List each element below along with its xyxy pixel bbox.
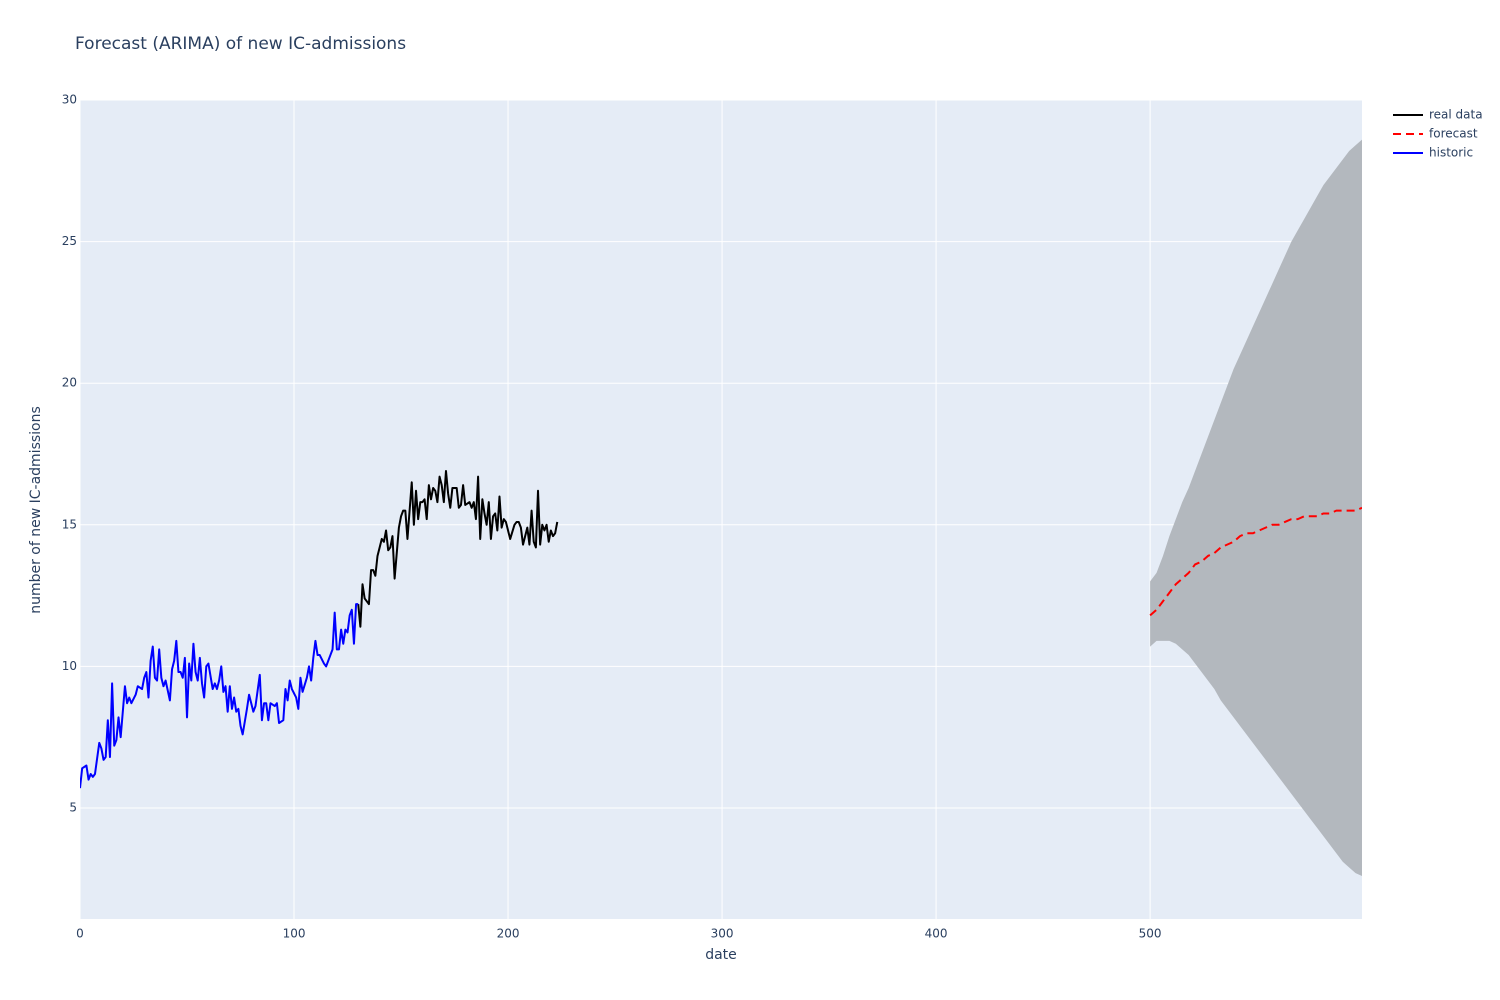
- x-tick-label: 0: [76, 927, 84, 941]
- series-line: [80, 603, 359, 789]
- legend-label: real data: [1429, 108, 1483, 122]
- series-line: [357, 469, 559, 628]
- y-tick-label: 20: [62, 376, 77, 390]
- y-axis-title: number of new IC-admissions: [28, 406, 44, 614]
- y-tick-label: 25: [62, 234, 77, 248]
- x-tick-label: 200: [497, 927, 520, 941]
- x-axis-title: date: [705, 947, 737, 963]
- x-tick-label: 500: [1139, 927, 1162, 941]
- series-line: [1149, 506, 1362, 617]
- plot-background: [80, 100, 1362, 919]
- y-tick-label: 15: [62, 517, 77, 531]
- y-tick-label: 5: [69, 800, 77, 814]
- x-tick-label: 300: [711, 927, 734, 941]
- confidence-band: [1150, 139, 1362, 876]
- y-tick-label: 30: [62, 93, 77, 107]
- plot-area: [80, 139, 1362, 876]
- legend-label: historic: [1429, 146, 1473, 160]
- x-tick-label: 100: [283, 927, 306, 941]
- legend-label: forecast: [1429, 127, 1478, 141]
- y-tick-label: 10: [62, 659, 77, 673]
- chart-title: Forecast (ARIMA) of new IC-admissions: [75, 34, 406, 54]
- x-tick-label: 400: [925, 927, 948, 941]
